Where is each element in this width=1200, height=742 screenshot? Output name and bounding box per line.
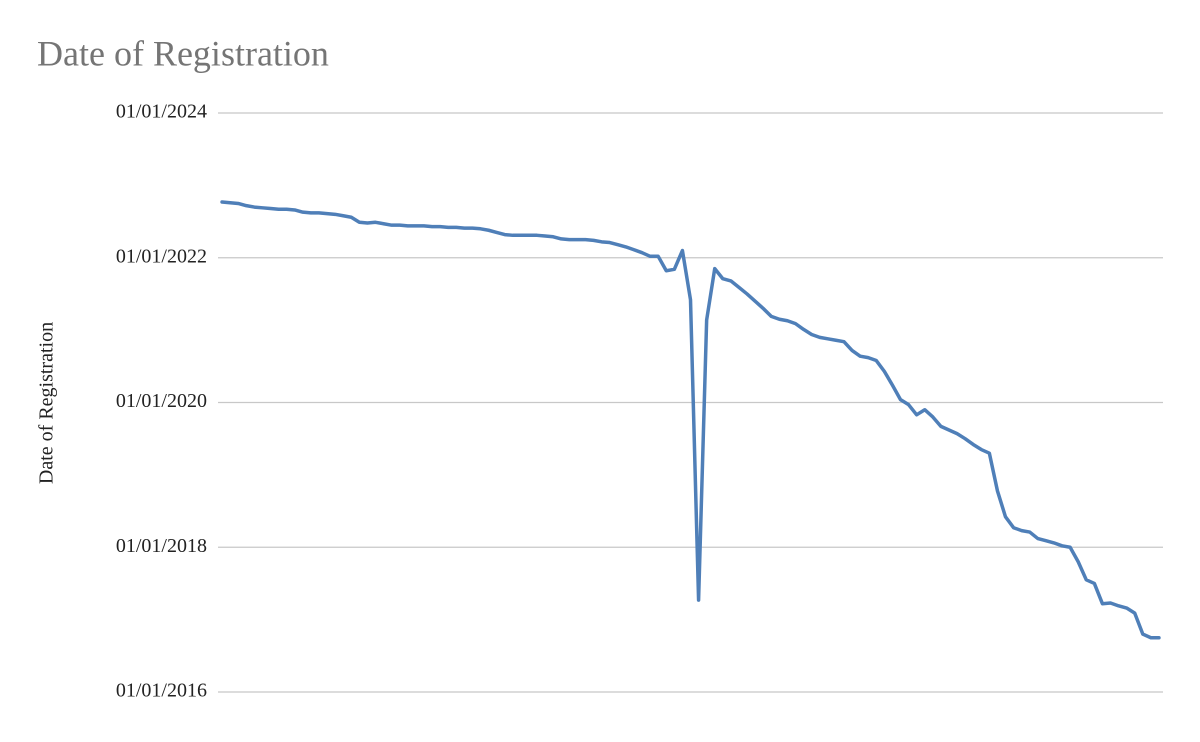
chart-title: Date of Registration bbox=[37, 33, 329, 73]
y-tick-label: 01/01/2016 bbox=[116, 680, 207, 702]
y-tick-label: 01/01/2024 bbox=[116, 101, 207, 123]
y-axis-label: Date of Registration bbox=[36, 322, 58, 484]
y-tick-label: 01/01/2020 bbox=[116, 390, 207, 412]
data-line bbox=[220, 200, 1161, 640]
y-tick-label: 01/01/2018 bbox=[116, 535, 207, 557]
y-tick-label: 01/01/2022 bbox=[116, 245, 207, 267]
